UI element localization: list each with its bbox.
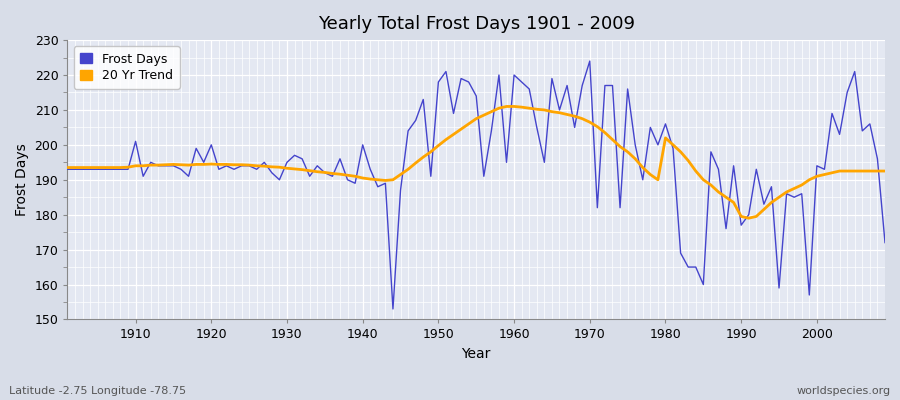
Y-axis label: Frost Days: Frost Days bbox=[15, 143, 29, 216]
Title: Yearly Total Frost Days 1901 - 2009: Yearly Total Frost Days 1901 - 2009 bbox=[318, 15, 634, 33]
Legend: Frost Days, 20 Yr Trend: Frost Days, 20 Yr Trend bbox=[74, 46, 180, 89]
X-axis label: Year: Year bbox=[462, 347, 490, 361]
Text: worldspecies.org: worldspecies.org bbox=[796, 386, 891, 396]
Text: Latitude -2.75 Longitude -78.75: Latitude -2.75 Longitude -78.75 bbox=[9, 386, 186, 396]
